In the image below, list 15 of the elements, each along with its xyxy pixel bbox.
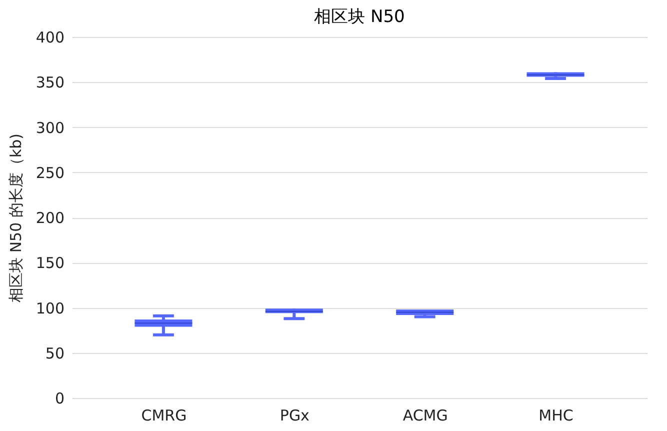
y-tick-label: 350 [36, 74, 64, 92]
y-tick-label: 150 [36, 254, 64, 272]
y-axis-title: 相区块 N50 的长度（kb) [6, 134, 25, 302]
y-tick-label: 100 [36, 299, 64, 318]
x-tick-label: PGx [280, 406, 310, 424]
x-tick-label: CMRG [141, 406, 187, 424]
y-tick-label: 50 [45, 344, 64, 362]
y-tick-label: 200 [36, 209, 64, 227]
y-tick-label: 0 [54, 390, 64, 408]
chart-title: 相区块 N50 [314, 7, 405, 27]
y-tick-label: 400 [36, 28, 64, 46]
y-tick-label: 300 [36, 118, 64, 137]
y-tick-label: 250 [36, 164, 64, 182]
x-tick-label: MHC [538, 406, 574, 424]
x-tick-label: ACMG [402, 406, 448, 424]
